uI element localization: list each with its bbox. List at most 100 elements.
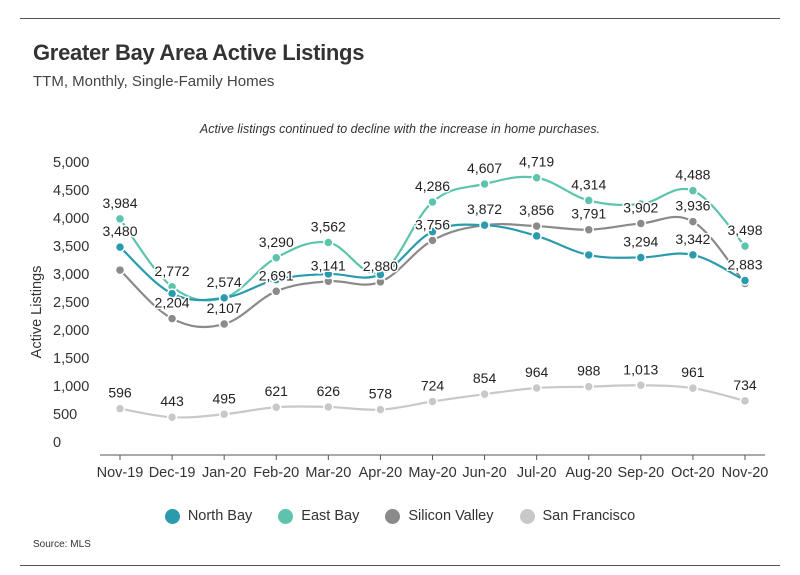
legend-item-east-bay: East Bay xyxy=(278,508,359,524)
data-label-north-bay: 3,480 xyxy=(102,223,137,239)
bottom-rule xyxy=(20,565,780,566)
data-label-east-bay: 3,562 xyxy=(311,219,346,235)
y-tick-label: 3,500 xyxy=(53,239,89,255)
y-tick-label: 4,500 xyxy=(53,183,89,199)
chart-title: Greater Bay Area Active Listings xyxy=(33,40,365,65)
data-point-east-bay xyxy=(114,213,126,225)
chart-annotation: Active listings continued to decline wit… xyxy=(199,122,601,136)
data-point-east-bay xyxy=(479,178,490,190)
data-point-east-bay xyxy=(583,195,594,206)
data-point-san-francisco xyxy=(218,409,230,420)
data-label-silicon-valley: 3,791 xyxy=(571,206,606,222)
data-point-san-francisco xyxy=(739,395,751,407)
data-point-north-bay xyxy=(218,292,230,304)
data-label-san-francisco: 495 xyxy=(212,390,236,406)
data-point-san-francisco xyxy=(635,380,647,391)
x-tick-label: Sep-20 xyxy=(617,465,664,481)
data-label-east-bay: 3,290 xyxy=(259,234,294,250)
data-point-san-francisco xyxy=(271,401,282,413)
data-point-east-bay xyxy=(531,172,542,183)
data-label-silicon-valley: 3,936 xyxy=(675,198,710,214)
data-point-north-bay xyxy=(635,252,647,263)
legend-item-silicon-valley: Silicon Valley xyxy=(385,508,494,524)
data-point-silicon-valley xyxy=(635,218,647,229)
data-point-san-francisco xyxy=(323,401,334,413)
data-point-silicon-valley xyxy=(583,224,594,235)
data-label-san-francisco: 734 xyxy=(733,377,757,393)
data-label-silicon-valley: 2,204 xyxy=(155,295,190,311)
data-label-north-bay: 2,574 xyxy=(207,274,242,290)
data-point-east-bay xyxy=(323,237,334,248)
data-point-north-bay xyxy=(739,275,751,286)
data-point-san-francisco xyxy=(166,411,178,423)
x-tick-label: Dec-19 xyxy=(149,465,196,481)
data-label-san-francisco: 961 xyxy=(681,364,705,380)
top-rule xyxy=(20,18,780,19)
data-point-silicon-valley xyxy=(166,313,178,324)
data-point-east-bay xyxy=(635,198,647,210)
data-point-north-bay xyxy=(271,274,282,285)
x-tick-label: Jul-20 xyxy=(517,465,557,481)
legend-label: East Bay xyxy=(301,508,360,524)
data-point-silicon-valley xyxy=(114,264,126,276)
data-label-east-bay: 4,488 xyxy=(675,167,710,183)
data-point-silicon-valley xyxy=(271,286,282,297)
data-point-north-bay xyxy=(687,249,699,261)
data-point-silicon-valley xyxy=(531,220,542,232)
data-label-silicon-valley: 2,691 xyxy=(259,267,294,283)
data-label-east-bay: 3,498 xyxy=(727,222,762,238)
x-tick-label: Feb-20 xyxy=(253,465,299,481)
data-point-north-bay xyxy=(114,241,126,253)
data-point-north-bay xyxy=(479,219,490,231)
data-label-san-francisco: 443 xyxy=(160,393,184,409)
data-label-east-bay: 4,607 xyxy=(467,160,502,176)
legend-label: North Bay xyxy=(187,508,253,524)
data-label-silicon-valley: 2,880 xyxy=(363,258,398,274)
data-point-san-francisco xyxy=(479,388,490,400)
x-axis: Nov-19 Dec-19 Jan-20 Feb-20 Mar-20 Apr-20 May-… xyxy=(97,454,769,481)
legend-label: San Francisco xyxy=(542,508,636,524)
data-point-north-bay xyxy=(166,288,178,299)
y-tick-label: 3,000 xyxy=(53,267,89,283)
data-point-silicon-valley xyxy=(427,235,438,246)
data-point-north-bay xyxy=(427,226,438,237)
data-point-north-bay xyxy=(375,269,386,280)
data-label-san-francisco: 621 xyxy=(265,383,289,399)
legend-label: Silicon Valley xyxy=(408,508,494,524)
data-point-san-francisco xyxy=(583,381,594,392)
y-axis-title: Active Listings xyxy=(29,266,45,359)
data-label-east-bay: 2,772 xyxy=(155,263,190,279)
y-tick-label: 500 xyxy=(53,407,77,423)
data-point-silicon-valley xyxy=(218,318,230,330)
legend-item-north-bay: North Bay xyxy=(164,508,253,524)
data-label-east-bay: 4,314 xyxy=(571,176,606,192)
legend-swatch-san-francisco xyxy=(519,508,535,524)
data-point-san-francisco xyxy=(687,382,699,394)
data-point-silicon-valley xyxy=(687,216,699,227)
data-point-north-bay xyxy=(323,268,334,280)
source-note: Source: MLS xyxy=(33,539,91,550)
x-tick-label: Jan-20 xyxy=(202,465,246,481)
data-point-east-bay xyxy=(271,252,282,264)
series-labels: 3,480 2,574 3,294 3,342 2,883 3,984 2,772 3,290… xyxy=(101,152,764,410)
series-points xyxy=(114,172,751,423)
chart-legend: North Bay East Bay Silicon Valley San Franc… xyxy=(0,508,800,524)
data-label-silicon-valley: 3,902 xyxy=(623,199,658,215)
legend-swatch-silicon-valley xyxy=(385,508,401,524)
y-tick-label: 1,000 xyxy=(53,379,89,395)
y-tick-label: 5,000 xyxy=(53,155,89,171)
legend-item-san-francisco: San Francisco xyxy=(519,508,636,524)
x-tick-label: Nov-20 xyxy=(722,465,769,481)
data-label-san-francisco: 626 xyxy=(317,383,341,399)
data-label-san-francisco: 724 xyxy=(421,377,445,393)
data-label-north-bay: 3,342 xyxy=(675,231,710,247)
x-tick-label: May-20 xyxy=(408,465,456,481)
data-label-san-francisco: 578 xyxy=(369,386,393,402)
data-point-san-francisco xyxy=(427,396,438,407)
legend-swatch-north-bay xyxy=(164,508,180,524)
data-point-east-bay xyxy=(687,185,699,196)
y-tick-label: 2,000 xyxy=(53,323,89,339)
data-label-san-francisco: 1,013 xyxy=(623,361,658,377)
data-point-north-bay xyxy=(583,249,594,261)
data-point-san-francisco xyxy=(114,403,126,414)
